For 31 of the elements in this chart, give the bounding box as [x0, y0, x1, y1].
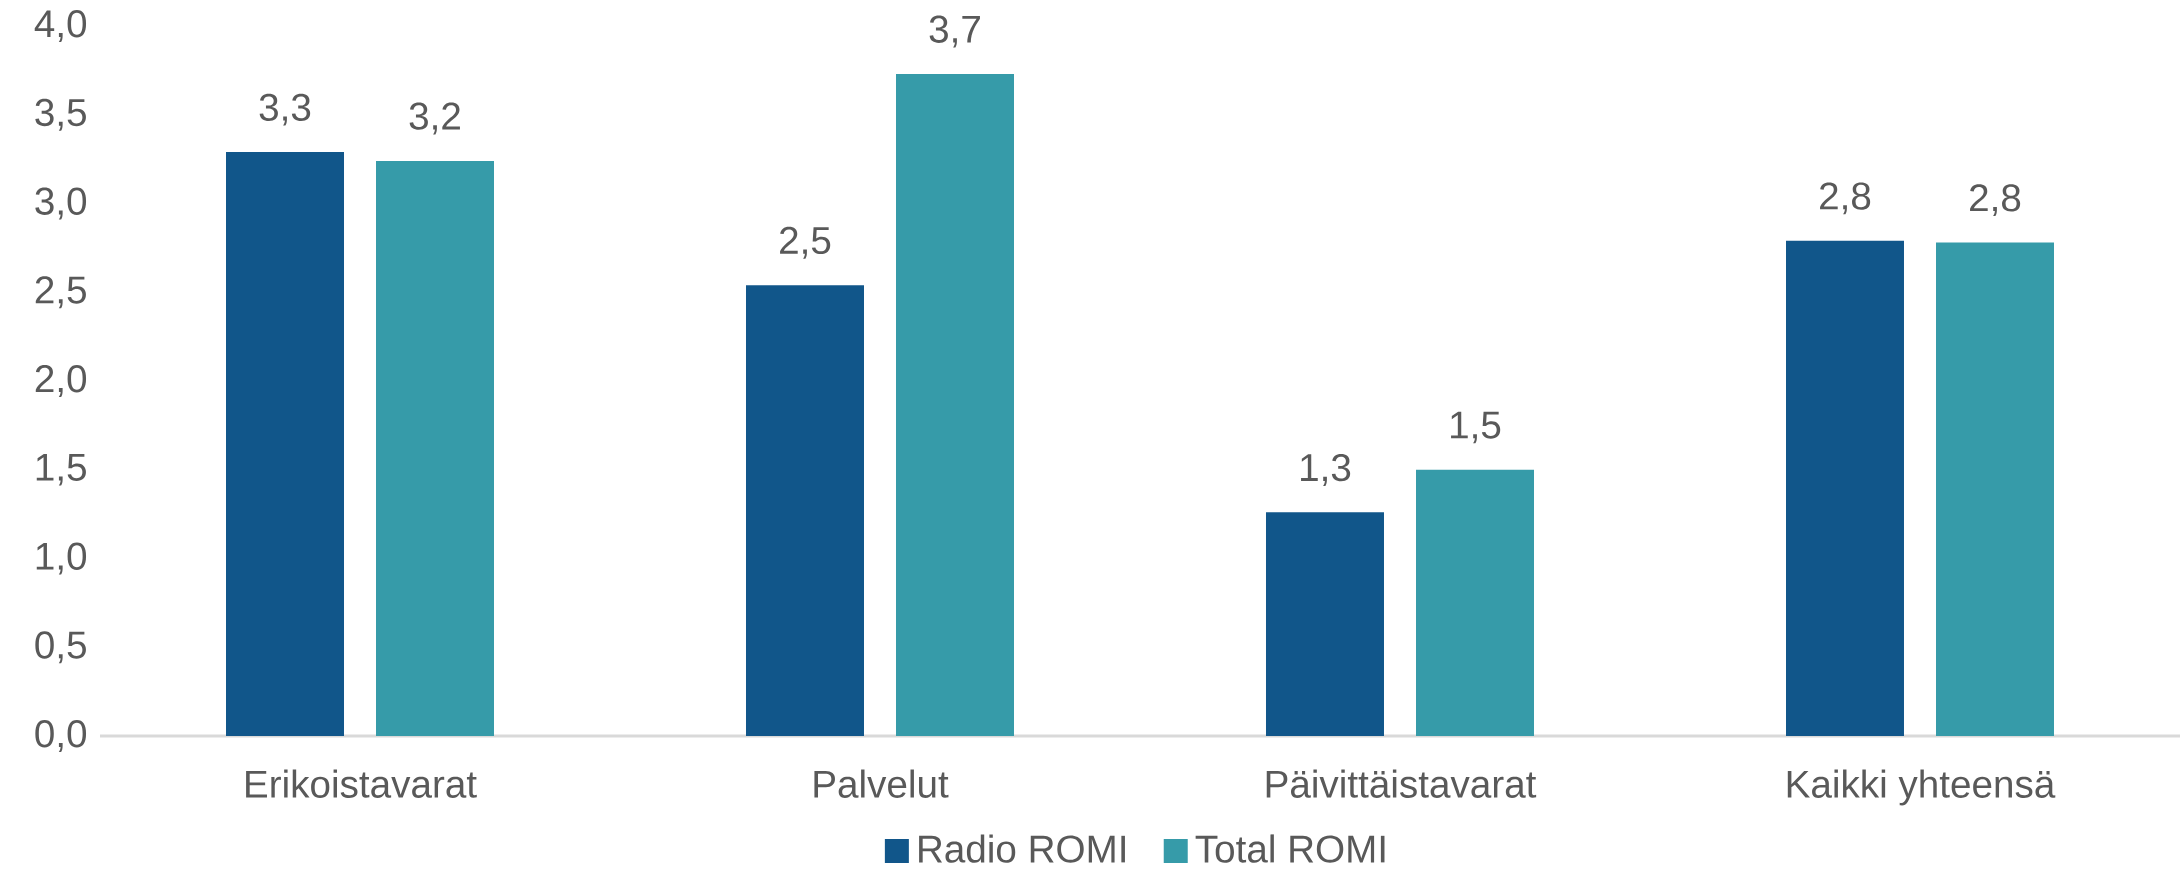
bar — [1265, 512, 1384, 736]
bar — [1936, 242, 2054, 736]
bar — [226, 152, 344, 736]
legend-label: Radio ROMI — [919, 834, 1125, 863]
y-tick-label: 3,0 — [35, 187, 87, 220]
data-label: 3,7 — [929, 15, 980, 48]
y-tick-label: 1,0 — [36, 542, 87, 575]
data-label: 3,3 — [259, 93, 311, 126]
bar — [1786, 240, 1904, 736]
bar — [896, 73, 1014, 736]
data-label: 2,8 — [1820, 182, 1871, 215]
y-tick-label: 4,0 — [34, 10, 87, 42]
legend-label: Total ROMI — [1195, 834, 1385, 863]
bar — [746, 285, 864, 736]
x-tick-label: Kaikki yhteensä — [1787, 769, 2056, 806]
y-tick-label: 2,0 — [35, 365, 87, 397]
x-tick-label: Päivittäistavarat — [1266, 769, 1537, 798]
x-tick-label: Palvelut — [814, 769, 949, 798]
y-tick-label: 0,0 — [35, 720, 87, 752]
data-label: 1,5 — [1451, 411, 1501, 444]
y-tick-label: 0,5 — [35, 631, 86, 664]
y-tick-label: 2,5 — [35, 276, 86, 309]
data-label: 1,3 — [1301, 453, 1351, 486]
data-label: 2,8 — [1970, 184, 2021, 217]
y-tick-label: 3,5 — [35, 98, 86, 131]
bar — [376, 160, 494, 736]
data-label: 3,2 — [409, 102, 460, 135]
bar — [1416, 469, 1534, 736]
y-tick-label: 1,5 — [36, 454, 86, 486]
data-label: 2,5 — [780, 226, 831, 259]
x-tick-label: Erikoistavarat — [246, 769, 477, 798]
